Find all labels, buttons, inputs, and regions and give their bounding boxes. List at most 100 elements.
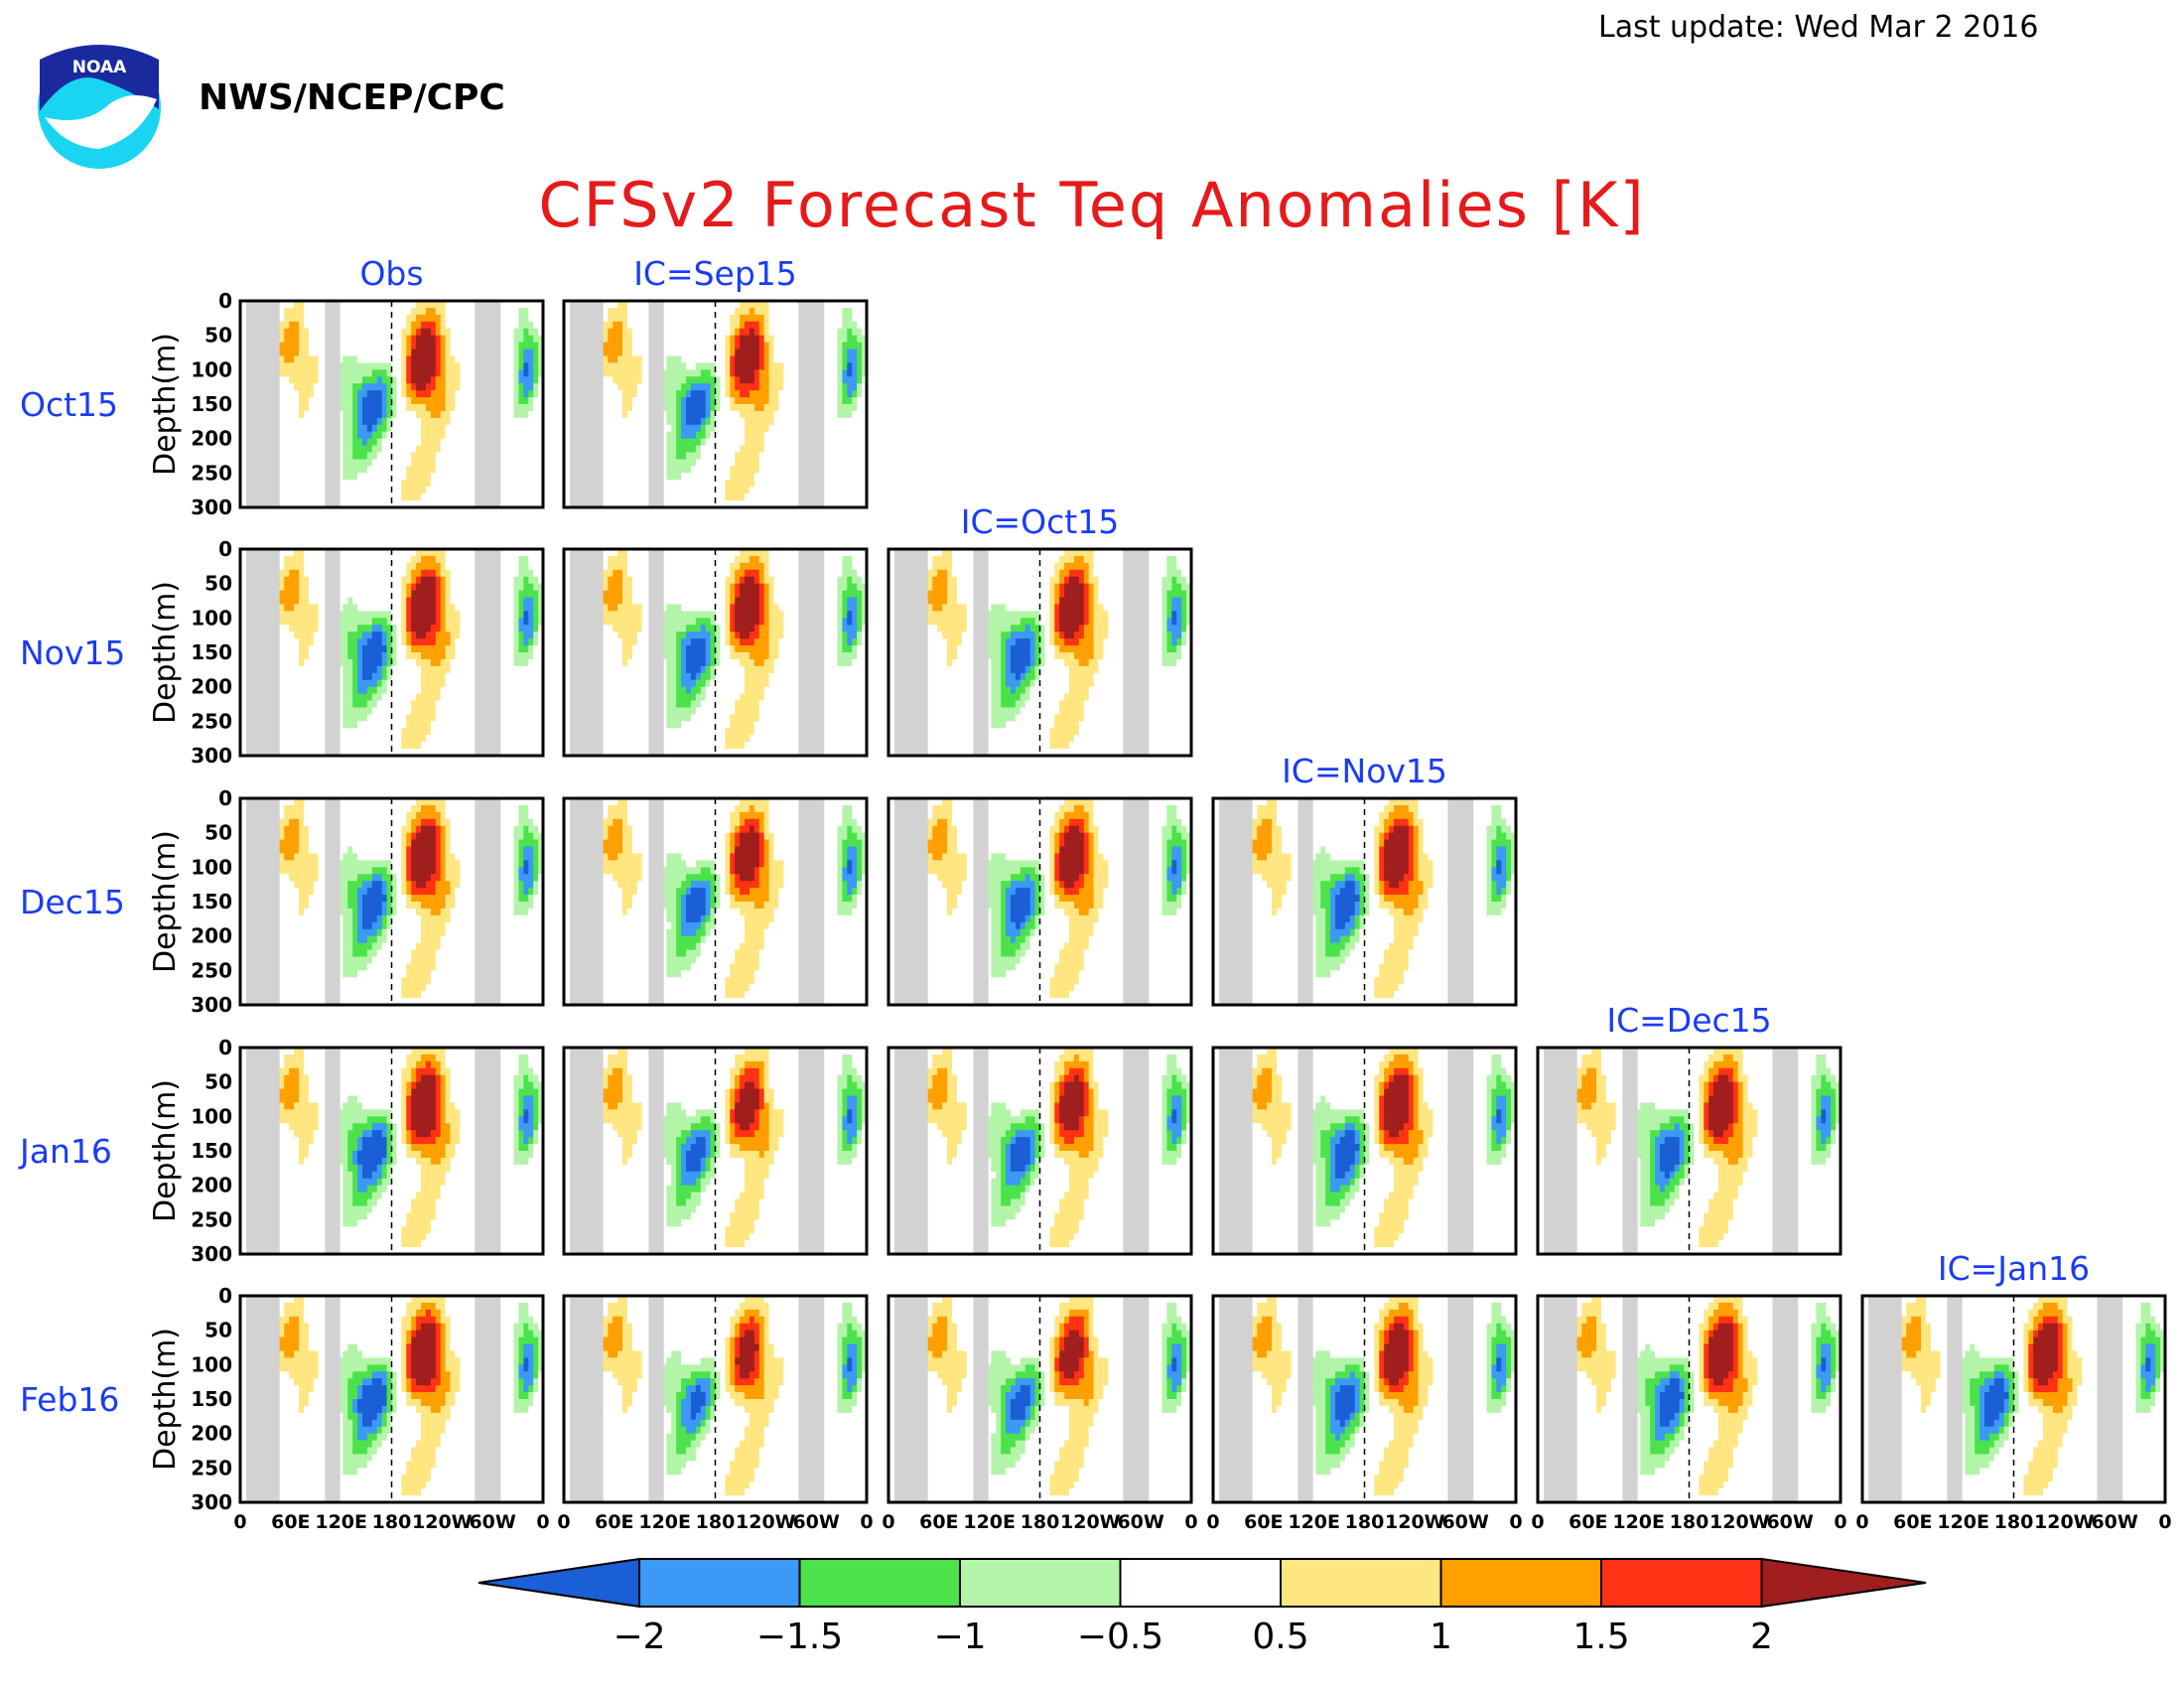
heatmap-cell: [377, 362, 383, 370]
heatmap-cell: [347, 329, 353, 337]
heatmap-cell: [446, 411, 452, 419]
heatmap-cell: [392, 350, 398, 357]
heatmap-cell: [314, 397, 320, 405]
heatmap-cell: [470, 376, 476, 384]
heatmap-cell: [513, 322, 519, 330]
heatmap-cell: [431, 383, 437, 391]
heatmap-cell: [446, 362, 452, 370]
heatmap-cell: [347, 369, 353, 377]
heatmap-cell: [357, 343, 363, 351]
heatmap-cell: [518, 329, 524, 337]
heatmap-cell: [504, 350, 510, 357]
heatmap-cell: [314, 362, 320, 370]
heatmap-cell: [460, 350, 466, 357]
heatmap-cell: [342, 425, 348, 433]
heatmap-cell: [367, 383, 373, 391]
heatmap-cell: [441, 411, 447, 419]
heatmap-cell: [528, 404, 534, 412]
heatmap-cell: [441, 315, 447, 323]
heatmap-cell: [342, 432, 348, 440]
heatmap-cell: [357, 397, 363, 405]
noaa-logo: NOAA: [38, 45, 161, 169]
heatmap-cell: [357, 432, 363, 440]
heatmap-cell: [436, 376, 442, 384]
heatmap-cell: [441, 369, 447, 377]
heatmap-cell: [392, 308, 398, 316]
heatmap-cell: [460, 308, 466, 316]
heatmap-cell: [309, 355, 315, 363]
heatmap-cell: [372, 432, 378, 440]
heatmap-cell: [470, 383, 476, 391]
heatmap-cell: [284, 336, 290, 344]
heatmap-cell: [372, 355, 378, 363]
heatmap-cell: [392, 322, 398, 330]
heatmap-cell: [455, 432, 461, 440]
heatmap-cell: [357, 383, 363, 391]
heatmap-cell: [411, 383, 417, 391]
heatmap-cell: [342, 315, 348, 323]
heatmap-cell: [406, 425, 412, 433]
heatmap-cell: [528, 397, 534, 405]
heatmap-cell: [309, 322, 315, 330]
heatmap-cell: [289, 343, 295, 351]
heatmap-cell: [396, 355, 402, 363]
noaa-logo-text: NOAA: [72, 58, 127, 77]
heatmap-cell: [309, 425, 315, 433]
heatmap-cell: [357, 362, 363, 370]
heatmap-cell: [431, 425, 437, 433]
heatmap-cell: [304, 376, 310, 384]
heatmap-cell: [411, 397, 417, 405]
heatmap-cell: [314, 322, 320, 330]
heatmap-cell: [289, 329, 295, 337]
heatmap-cell: [309, 350, 315, 357]
heatmap-cell: [352, 362, 358, 370]
heatmap-cell: [426, 315, 432, 323]
heatmap-cell: [352, 350, 358, 357]
heatmap-cell: [426, 432, 432, 440]
heatmap-cell: [294, 390, 300, 398]
heatmap-cell: [304, 404, 310, 412]
heatmap-cell: [342, 439, 348, 447]
heatmap-cell: [319, 397, 325, 405]
heatmap-cell: [362, 322, 368, 330]
heatmap-cell: [523, 308, 529, 316]
heatmap-cell: [523, 322, 529, 330]
heatmap-cell: [342, 308, 348, 316]
heatmap-cell: [421, 350, 427, 357]
heatmap-cell: [513, 390, 519, 398]
heatmap-cell: [284, 355, 290, 363]
heatmap-cell: [347, 439, 353, 447]
heatmap-cell: [347, 418, 353, 426]
heatmap-cell: [319, 411, 325, 419]
heatmap-cell: [279, 411, 285, 419]
heatmap-cell: [513, 397, 519, 405]
heatmap-cell: [284, 343, 290, 351]
heatmap-cell: [367, 390, 373, 398]
heatmap-cell: [401, 336, 407, 344]
heatmap-cell: [314, 390, 320, 398]
heatmap-cell: [352, 390, 358, 398]
heatmap-cell: [451, 322, 457, 330]
heatmap-cell: [279, 404, 285, 412]
heatmap-cell: [513, 404, 519, 412]
heatmap-cell: [347, 308, 353, 316]
heatmap-cell: [451, 315, 457, 323]
heatmap-cell: [289, 350, 295, 357]
heatmap-cell: [377, 411, 383, 419]
heatmap-cell: [309, 397, 315, 405]
heatmap-cell: [377, 383, 383, 391]
heatmap-cell: [528, 432, 534, 440]
heatmap-cell: [362, 369, 368, 377]
heatmap-cell: [421, 376, 427, 384]
heatmap-cell: [347, 350, 353, 357]
heatmap-cell: [528, 336, 534, 344]
heatmap-cell: [523, 350, 529, 357]
heatmap-cell: [401, 343, 407, 351]
heatmap-cell: [465, 411, 471, 419]
heatmap-cell: [372, 322, 378, 330]
heatmap-cell: [455, 425, 461, 433]
heatmap-cell: [289, 425, 295, 433]
heatmap-cell: [509, 355, 515, 363]
heatmap-cell: [367, 425, 373, 433]
heatmap-cell: [289, 397, 295, 405]
